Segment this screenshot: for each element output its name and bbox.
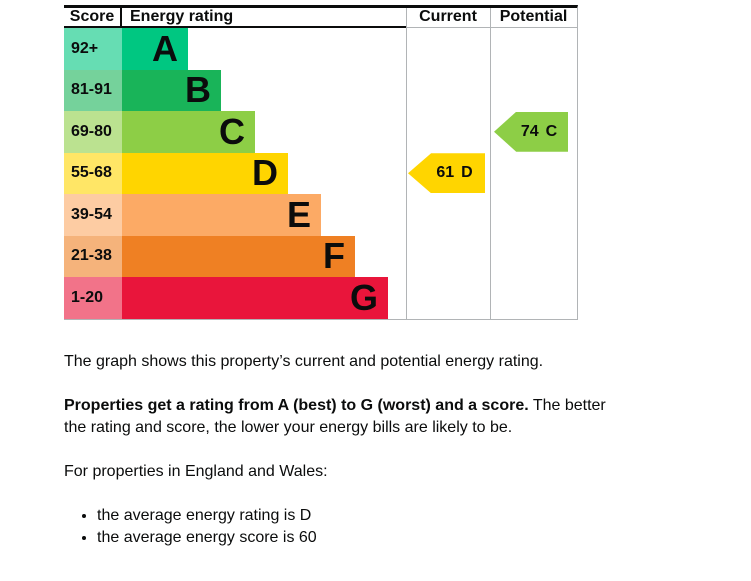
score-range-label: 39-54: [64, 194, 122, 236]
score-range-label: 69-80: [64, 111, 122, 153]
energy-band-row-g: 1-20 G: [64, 277, 577, 319]
band-bar-f: F: [122, 235, 355, 277]
current-score-value: 61: [436, 164, 455, 182]
band-letter: D: [252, 152, 278, 194]
potential-rating-letter: C: [545, 122, 558, 140]
energy-band-row-d: 55-68 D: [64, 152, 577, 194]
potential-column-header: Potential: [499, 8, 568, 25]
band-letter: F: [323, 235, 345, 277]
region-note-paragraph: For properties in England and Wales:: [64, 462, 328, 480]
band-bar-g: G: [122, 277, 388, 319]
energy-rating-chart: Score Energy rating Current Potential 92…: [64, 5, 578, 320]
potential-column-divider: [490, 8, 491, 319]
band-letter: G: [349, 276, 378, 318]
average-stats-list: the average energy rating is D the avera…: [64, 505, 614, 549]
band-bar-e: E: [122, 194, 321, 236]
chart-header-right-segment: Current Potential: [406, 8, 577, 28]
description-text: The graph shows this property’s current …: [64, 351, 614, 549]
rating-explanation-paragraph: Properties get a rating from A (best) to…: [64, 395, 614, 439]
band-bar-b: B: [122, 69, 221, 111]
band-letter: B: [185, 69, 211, 111]
band-bar-a: A: [122, 28, 188, 70]
current-rating-letter: D: [461, 164, 473, 182]
energy-band-row-a: 92+ A: [64, 28, 577, 70]
score-range-label: 1-20: [64, 277, 122, 319]
band-bar-c: C: [122, 111, 255, 153]
score-range-label: 92+: [64, 28, 122, 70]
score-column-header: Score: [64, 8, 122, 26]
score-range-label: 55-68: [64, 152, 122, 194]
band-letter: E: [286, 193, 311, 235]
band-letter: C: [219, 110, 245, 152]
energy-band-row-b: 81-91 B: [64, 69, 577, 111]
energy-rating-column-header: Energy rating: [130, 8, 234, 25]
score-range-label: 21-38: [64, 235, 122, 277]
score-range-label: 81-91: [64, 69, 122, 111]
current-column-header: Current: [419, 8, 477, 25]
energy-band-row-e: 39-54 E: [64, 194, 577, 236]
rating-explanation-rest: The better the rating and score, the low…: [64, 396, 606, 436]
chart-header-left-segment: Score Energy rating: [64, 8, 406, 28]
band-letter: A: [152, 27, 178, 69]
current-column-divider: [406, 8, 407, 319]
energy-band-row-f: 21-38 F: [64, 235, 577, 277]
rating-explanation-bold: Properties get a rating from A (best) to…: [64, 396, 529, 414]
graph-summary-paragraph: The graph shows this property’s current …: [64, 352, 544, 370]
average-rating-item: the average energy rating is D: [97, 505, 614, 527]
average-score-item: the average energy score is 60: [97, 527, 614, 549]
chart-header-row: Score Energy rating Current Potential: [64, 8, 577, 28]
energy-band-row-c: 69-80 C: [64, 111, 577, 153]
potential-score-value: 74: [520, 122, 539, 140]
rating-bands: 92+ A 81-91 B 69-80 C 55-68 D 39-54 E 21-38 F 1-20 G: [64, 28, 577, 319]
band-bar-d: D: [122, 152, 288, 194]
